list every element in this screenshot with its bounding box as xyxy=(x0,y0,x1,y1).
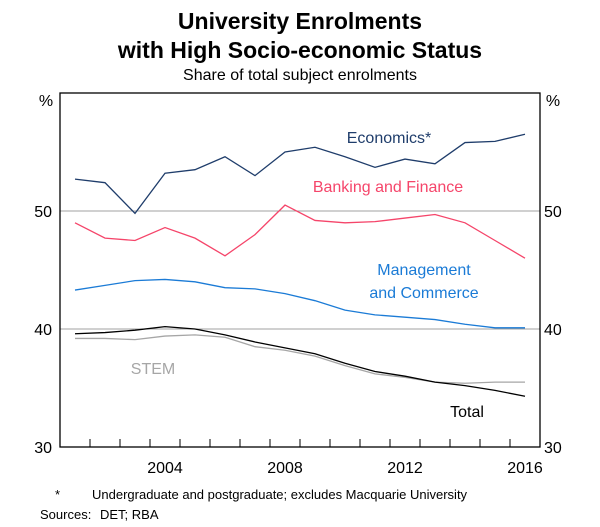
footnote-text: Undergraduate and postgraduate; excludes… xyxy=(92,487,468,502)
y-tick-label-right: 50 xyxy=(544,204,562,221)
y-tick-label-right: 40 xyxy=(544,322,562,339)
label-banking: Banking and Finance xyxy=(313,179,463,196)
label-total: Total xyxy=(450,404,484,421)
sources-text: DET; RBA xyxy=(100,507,159,522)
series-line-banking-and-finance xyxy=(74,204,526,259)
label-management-2: and Commerce xyxy=(369,285,478,302)
footnote-marker: * xyxy=(55,487,61,502)
label-stem: STEM xyxy=(131,361,175,378)
series-line-management-and-commerce xyxy=(74,278,525,329)
sources-label: Sources: xyxy=(40,507,92,522)
x-tick-label: 2016 xyxy=(507,460,543,477)
series-line-stem xyxy=(75,334,525,384)
x-tick-label: 2004 xyxy=(147,460,183,477)
label-management-1: Management xyxy=(377,262,471,279)
x-tick-label: 2012 xyxy=(387,460,423,477)
chart-title-line-2: with High Socio-economic Status xyxy=(117,37,483,63)
y-tick-label-left: 50 xyxy=(34,204,52,221)
y-unit-left: % xyxy=(39,93,53,110)
chart-subtitle: Share of total subject enrolments xyxy=(183,67,417,84)
chart-title-line-1: University Enrolments xyxy=(177,8,423,34)
series-line-economics xyxy=(74,133,526,215)
y-tick-label-left: 40 xyxy=(34,322,52,339)
label-economics: Economics* xyxy=(347,130,431,147)
y-tick-label-left: 30 xyxy=(34,440,52,457)
series-line-total xyxy=(74,325,526,397)
y-tick-label-right: 30 xyxy=(544,440,562,457)
x-tick-label: 2008 xyxy=(267,460,303,477)
y-unit-right: % xyxy=(546,93,560,110)
